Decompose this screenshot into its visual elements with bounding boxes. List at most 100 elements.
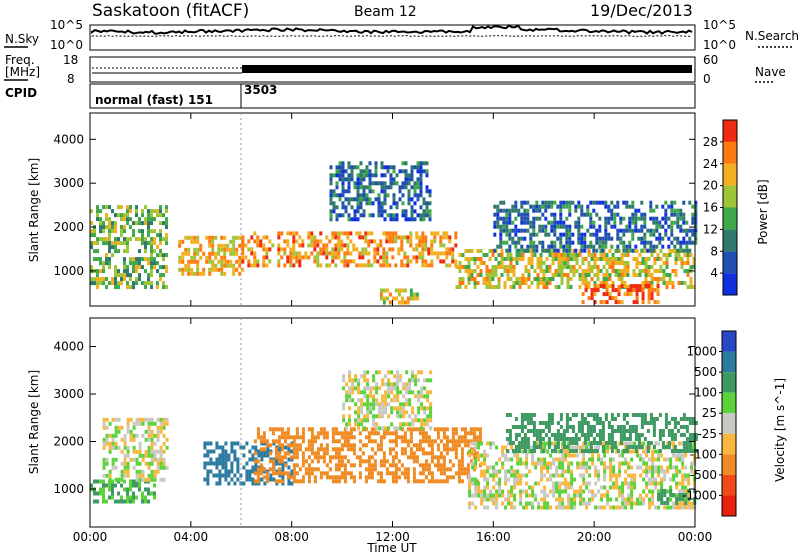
- velocity-echo-cell: [594, 481, 598, 486]
- velocity-echo-cell: [561, 445, 565, 450]
- power-colorbar-tick-label: 24: [703, 157, 718, 171]
- velocity-echo-cell: [478, 439, 482, 444]
- velocity-echo-cell: [621, 481, 625, 486]
- velocity-echo-cell: [595, 441, 599, 445]
- velocity-echo-cell: [610, 437, 614, 441]
- power-echo-cell: [424, 247, 428, 252]
- power-echo-cell: [335, 213, 339, 218]
- velocity-echo-cell: [495, 501, 499, 506]
- power-echo-cell: [514, 216, 518, 221]
- velocity-echo-cell: [370, 455, 374, 460]
- velocity-echo-cell: [607, 425, 611, 429]
- power-echo-cell: [359, 177, 363, 182]
- power-echo-cell: [598, 240, 602, 245]
- power-echo-cell: [181, 259, 185, 264]
- velocity-echo-cell: [372, 378, 376, 383]
- power-echo-cell: [520, 244, 524, 249]
- velocity-echo-cell: [144, 495, 147, 500]
- power-echo-region: [178, 235, 245, 276]
- power-echo-cell: [373, 247, 377, 252]
- power-echo-cell: [105, 205, 108, 210]
- power-echo-cell: [553, 216, 557, 221]
- power-echo-cell: [289, 259, 293, 264]
- velocity-echo-cell: [567, 501, 571, 506]
- velocity-echo-cell: [114, 441, 118, 446]
- power-echo-cell: [347, 181, 351, 186]
- power-echo-cell: [568, 212, 572, 217]
- velocity-echo-cell: [630, 489, 634, 494]
- velocity-echo-cell: [411, 390, 415, 395]
- power-echo-cell: [616, 204, 620, 209]
- velocity-echo-cell: [643, 437, 647, 441]
- velocity-echo-cell: [206, 441, 210, 446]
- power-echo-cell: [592, 208, 596, 213]
- velocity-echo-cell: [526, 445, 530, 449]
- power-echo-cell: [488, 273, 492, 277]
- power-echo-cell: [147, 281, 150, 286]
- power-echo-cell: [611, 296, 615, 301]
- power-echo-cell: [602, 300, 606, 305]
- power-echo-cell: [362, 193, 366, 198]
- velocity-echo-cell: [402, 402, 406, 407]
- power-echo-cell: [343, 231, 347, 236]
- power-echo-cell: [455, 265, 459, 269]
- velocity-echo-cell: [375, 370, 379, 375]
- velocity-echo-cell: [414, 374, 418, 379]
- power-echo-cell: [425, 205, 429, 210]
- velocity-echo-cell: [582, 457, 586, 462]
- power-echo-cell: [394, 231, 398, 236]
- velocity-echo-cell: [390, 382, 394, 387]
- power-echo-cell: [165, 265, 168, 270]
- velocity-echo-region: [102, 417, 169, 482]
- power-echo-cell: [407, 201, 411, 206]
- power-echo-cell: [508, 220, 512, 225]
- velocity-echo-cell: [260, 453, 264, 458]
- velocity-echo-cell: [615, 481, 619, 486]
- velocity-echo-cell: [147, 473, 151, 478]
- velocity-echo-cell: [684, 489, 688, 494]
- velocity-echo-cell: [654, 481, 658, 486]
- velocity-echo-cell: [277, 435, 281, 440]
- power-echo-cell: [141, 265, 144, 270]
- power-echo-cell: [241, 243, 245, 248]
- velocity-echo-cell: [411, 378, 415, 383]
- velocity-echo-cell: [286, 435, 290, 440]
- velocity-echo-cell: [367, 439, 371, 444]
- power-echo-cell: [568, 200, 572, 205]
- power-echo-cell: [580, 212, 584, 217]
- velocity-echo-cell: [516, 481, 520, 486]
- power-echo-cell: [335, 169, 339, 174]
- power-echo-cell: [556, 220, 560, 225]
- power-echo-cell: [165, 237, 168, 242]
- power-echo-cell: [395, 201, 399, 206]
- power-echo-cell: [535, 216, 539, 221]
- power-echo-cell: [553, 212, 557, 217]
- power-echo-cell: [96, 273, 99, 278]
- power-echo-cell: [383, 181, 387, 186]
- velocity-echo-cell: [387, 414, 391, 419]
- velocity-echo-cell: [322, 427, 326, 432]
- power-echo-cell: [150, 213, 153, 218]
- power-echo-cell: [376, 251, 380, 256]
- velocity-echo-cell: [406, 427, 410, 432]
- velocity-echo-cell: [111, 495, 114, 500]
- velocity-echo-cell: [372, 418, 376, 423]
- power-echo-cell: [135, 269, 138, 274]
- power-echo-cell: [361, 235, 365, 240]
- velocity-echo-cell: [555, 489, 559, 494]
- velocity-echo-cell: [245, 477, 249, 482]
- power-echo-cell: [442, 243, 446, 248]
- power-echo-cell: [602, 273, 606, 277]
- velocity-echo-cell: [478, 427, 482, 432]
- velocity-echo-cell: [360, 418, 364, 423]
- power-echo-cell: [530, 265, 534, 269]
- power-echo-cell: [508, 244, 512, 249]
- power-echo-cell: [199, 271, 203, 276]
- velocity-echo-cell: [292, 475, 296, 480]
- power-echo-cell: [607, 204, 611, 209]
- velocity-echo-cell: [105, 441, 109, 446]
- power-echo-cell: [412, 247, 416, 252]
- power-echo-cell: [353, 213, 357, 218]
- power-echo-cell: [214, 235, 218, 240]
- velocity-echo-cell: [96, 479, 99, 484]
